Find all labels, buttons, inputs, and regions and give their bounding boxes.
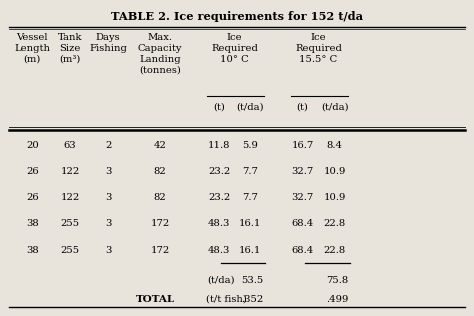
Text: 7.7: 7.7 [242, 193, 258, 202]
Text: 82: 82 [154, 167, 166, 176]
Text: 32.7: 32.7 [292, 193, 313, 202]
Text: (t/da): (t/da) [237, 103, 264, 112]
Text: 16.7: 16.7 [292, 141, 313, 149]
Text: 68.4: 68.4 [292, 219, 313, 228]
Text: Max.
Capacity
Landing
(tonnes): Max. Capacity Landing (tonnes) [138, 33, 182, 75]
Text: 2: 2 [105, 141, 111, 149]
Text: 3: 3 [105, 219, 111, 228]
Text: Ice
Required
15.5° C: Ice Required 15.5° C [295, 33, 342, 64]
Text: 16.1: 16.1 [239, 219, 262, 228]
Text: 3: 3 [105, 167, 111, 176]
Text: 42: 42 [154, 141, 167, 149]
Text: (t/da): (t/da) [321, 103, 348, 112]
Text: 63: 63 [64, 141, 76, 149]
Text: 3: 3 [105, 193, 111, 202]
Text: TOTAL: TOTAL [136, 295, 175, 303]
Text: (t/da): (t/da) [208, 276, 235, 284]
Text: 68.4: 68.4 [292, 246, 313, 254]
Text: 172: 172 [151, 219, 170, 228]
Text: 11.8: 11.8 [208, 141, 230, 149]
Text: Ice
Required
10° C: Ice Required 10° C [211, 33, 258, 64]
Text: 23.2: 23.2 [208, 167, 230, 176]
Text: 23.2: 23.2 [208, 193, 230, 202]
Text: 48.3: 48.3 [208, 246, 230, 254]
Text: 82: 82 [154, 193, 166, 202]
Text: 8.4: 8.4 [327, 141, 343, 149]
Text: (t/t fish): (t/t fish) [206, 295, 246, 303]
Text: 122: 122 [61, 167, 80, 176]
Text: 48.3: 48.3 [208, 219, 230, 228]
Text: 5.9: 5.9 [242, 141, 258, 149]
Text: 3: 3 [105, 246, 111, 254]
Text: 26: 26 [26, 193, 38, 202]
Text: 10.9: 10.9 [323, 167, 346, 176]
Text: 255: 255 [61, 246, 80, 254]
Text: .499: .499 [326, 295, 348, 303]
Text: 16.1: 16.1 [239, 246, 262, 254]
Text: 75.8: 75.8 [326, 276, 348, 284]
Text: (t): (t) [213, 103, 225, 112]
Text: TABLE 2. Ice requirements for 152 t/da: TABLE 2. Ice requirements for 152 t/da [111, 11, 363, 22]
Text: 122: 122 [61, 193, 80, 202]
Text: 172: 172 [151, 246, 170, 254]
Text: Vessel
Length
(m): Vessel Length (m) [14, 33, 50, 64]
Text: 255: 255 [61, 219, 80, 228]
Text: Days
Fishing: Days Fishing [89, 33, 127, 53]
Text: 20: 20 [26, 141, 38, 149]
Text: (t): (t) [296, 103, 309, 112]
Text: 22.8: 22.8 [324, 246, 346, 254]
Text: .352: .352 [242, 295, 264, 303]
Text: 53.5: 53.5 [242, 276, 264, 284]
Text: 38: 38 [26, 246, 38, 254]
Text: 38: 38 [26, 219, 38, 228]
Text: 26: 26 [26, 167, 38, 176]
Text: 22.8: 22.8 [324, 219, 346, 228]
Text: 7.7: 7.7 [242, 167, 258, 176]
Text: 32.7: 32.7 [292, 167, 313, 176]
Text: Tank
Size
(m³): Tank Size (m³) [58, 33, 82, 64]
Text: 10.9: 10.9 [323, 193, 346, 202]
